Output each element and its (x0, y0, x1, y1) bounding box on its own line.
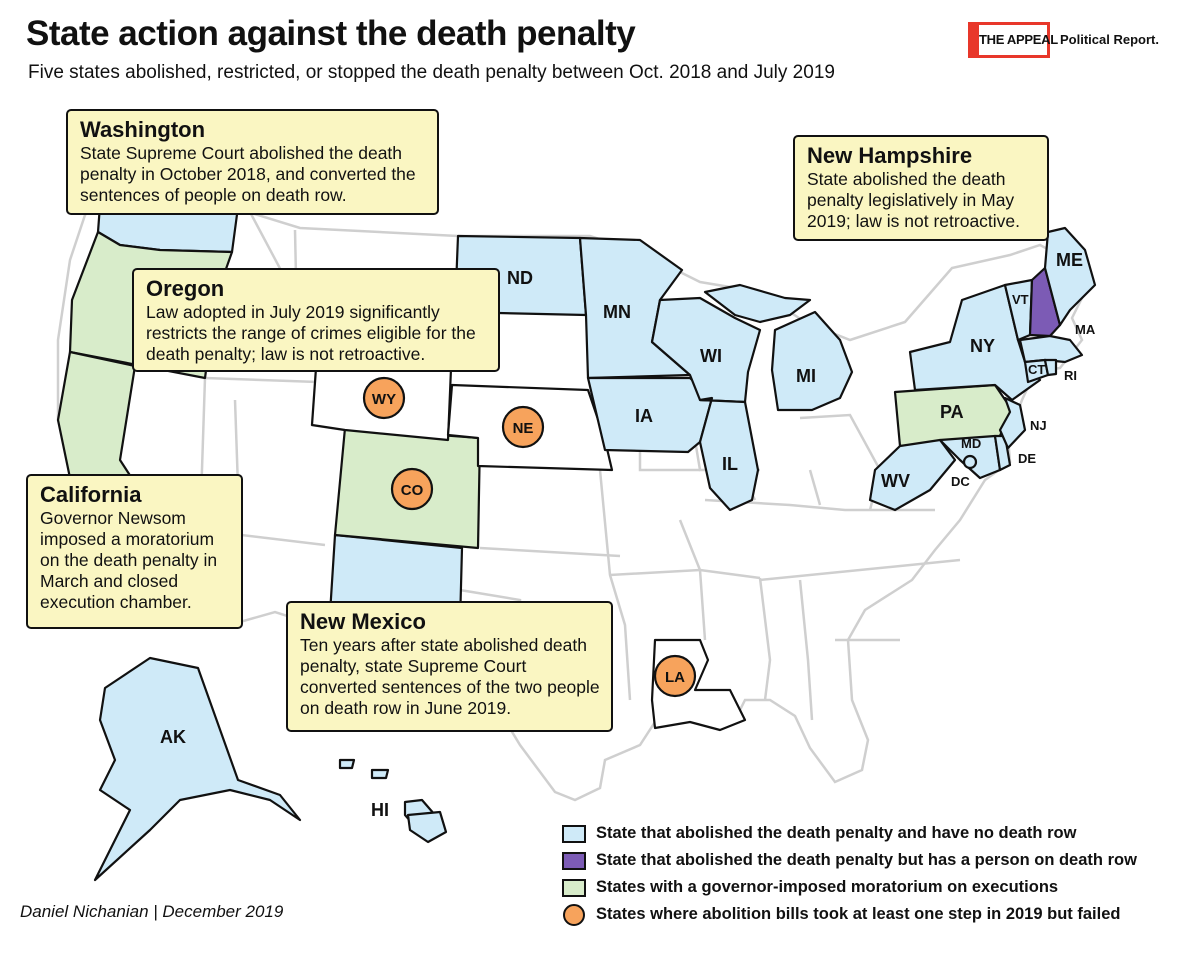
legend-swatch-purple (562, 851, 586, 870)
legend-swatch-orange-dot (563, 903, 585, 926)
the-appeal-logo: THE APPEAL Political Report. (968, 22, 1168, 62)
label-vt: VT (1012, 292, 1029, 307)
state-il (698, 396, 760, 512)
callout-california: California Governor Newsom imposed a mor… (26, 474, 243, 629)
label-nd: ND (507, 268, 533, 288)
label-la: LA (665, 669, 685, 686)
legend-label: States where abolition bills took at lea… (596, 905, 1121, 923)
state-labels: ND MN WI MI IA IL NY ME VT MA CT RI PA N… (160, 250, 1096, 820)
callout-new-hampshire-title: New Hampshire (807, 143, 973, 168)
state-border-9 (479, 546, 621, 558)
state-hi-3 (370, 768, 390, 780)
state-dc (962, 454, 978, 470)
callout-new-mexico-title: New Mexico (300, 609, 426, 634)
marker-co (390, 467, 434, 511)
callout-new-mexico: New Mexico Ten years after state abolish… (286, 601, 613, 732)
us-outline (56, 203, 1087, 802)
label-dc: DC (951, 474, 970, 489)
callout-oregon-text: Law adopted in July 2019 significantly r… (146, 302, 476, 364)
legend-label: State that abolished the death penalty b… (596, 851, 1137, 869)
legend-item-abolished-no-row: State that abolished the death penalty a… (562, 820, 1192, 847)
label-ak: AK (160, 727, 186, 747)
label-md: MD (961, 436, 981, 451)
state-border-11 (609, 568, 761, 580)
callout-new-mexico-text: Ten years after state abolished death pe… (300, 635, 600, 718)
legend-label: State that abolished the death penalty a… (596, 824, 1077, 842)
state-ri (1043, 358, 1058, 377)
label-wy: WY (372, 391, 396, 408)
state-nh (1028, 266, 1062, 338)
callout-washington-title: Washington (80, 117, 206, 142)
callout-oregon-title: Oregon (146, 276, 225, 301)
callout-california-text: Governor Newsom imposed a moratorium on … (40, 508, 218, 612)
state-ma (1018, 334, 1084, 364)
legend-swatch-green (562, 878, 586, 897)
label-me: ME (1056, 250, 1083, 270)
state-border-14 (758, 577, 772, 701)
state-me (1043, 226, 1097, 327)
legend-swatch-light-blue (562, 824, 586, 843)
state-border-13 (678, 519, 707, 641)
label-ma: MA (1075, 322, 1096, 337)
state-border-8 (598, 469, 632, 701)
state-border-19 (799, 413, 882, 511)
logo-wordmark: THE APPEAL (968, 22, 1058, 58)
state-mi (770, 310, 854, 412)
callout-washington: Washington State Supreme Court abolished… (66, 109, 439, 215)
label-wv: WV (881, 471, 910, 491)
label-hi: HI (371, 800, 389, 820)
callout-new-hampshire-text: State abolished the death penalty legisl… (807, 169, 1021, 231)
state-ak (93, 656, 302, 882)
label-mn: MN (603, 302, 631, 322)
failed-bill-markers (362, 376, 697, 698)
label-co: CO (401, 482, 424, 499)
state-border-15 (798, 579, 814, 721)
label-nj: NJ (1030, 418, 1047, 433)
callout-washington-text: State Supreme Court abolished the death … (80, 143, 416, 205)
callout-new-hampshire: New Hampshire State abolished the death … (793, 135, 1049, 241)
legend-item-abolished-with-row: State that abolished the death penalty b… (562, 847, 1192, 874)
marker-wy (362, 376, 406, 420)
label-ne: NE (513, 420, 534, 437)
legend-item-moratorium: States with a governor-imposed moratoriu… (562, 874, 1192, 901)
legend-item-failed-bill: States where abolition bills took at lea… (562, 901, 1192, 928)
state-hi-4 (338, 758, 356, 770)
label-il: IL (722, 454, 738, 474)
state-hi-2 (406, 810, 448, 844)
label-wi: WI (700, 346, 722, 366)
label-mi: MI (796, 366, 816, 386)
state-border-3 (204, 376, 319, 384)
chart-subtitle: Five states abolished, restricted, or st… (28, 62, 835, 83)
legend-label: States with a governor-imposed moratoriu… (596, 878, 1059, 896)
label-pa: PA (940, 402, 964, 422)
label-ia: IA (635, 406, 653, 426)
legend: State that abolished the death penalty a… (562, 820, 1192, 928)
credit-line: Daniel Nichanian | December 2019 (20, 902, 284, 921)
marker-ne (501, 405, 545, 449)
label-ny: NY (970, 336, 995, 356)
state-border-16 (759, 558, 961, 582)
callout-oregon: Oregon Law adopted in July 2019 signific… (132, 268, 500, 372)
state-border-20 (808, 469, 822, 506)
label-de: DE (1018, 451, 1036, 466)
logo-product: Political Report. (1060, 32, 1159, 47)
callout-california-title: California (40, 482, 142, 507)
marker-la (653, 654, 697, 698)
label-ri: RI (1064, 368, 1077, 383)
state-nj (998, 396, 1027, 450)
state-wi (650, 296, 762, 404)
label-ct: CT (1028, 362, 1045, 377)
chart-title: State action against the death penalty (26, 14, 636, 53)
state-mi-upper (703, 283, 812, 324)
